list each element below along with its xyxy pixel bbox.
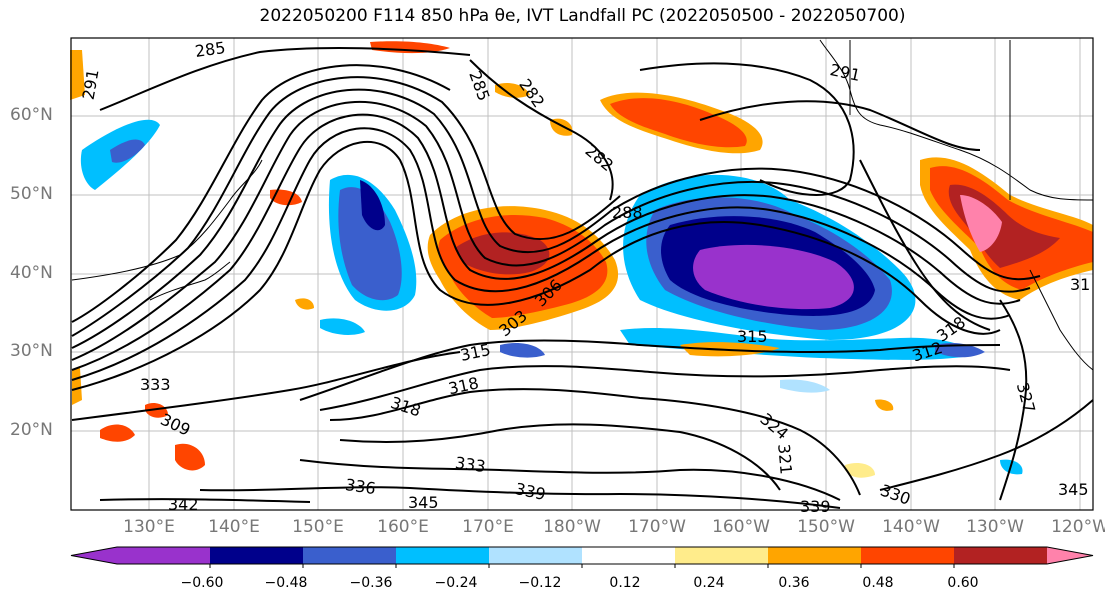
contour-label: 336 xyxy=(344,475,377,498)
colorbar-tick-label: 0.60 xyxy=(947,575,979,591)
contour-label: 333 xyxy=(454,453,487,476)
colorbar xyxy=(70,546,1094,568)
contour-label: 333 xyxy=(140,375,171,394)
map-frame xyxy=(70,37,1094,511)
colorbar-tick-label: 0.12 xyxy=(609,575,641,591)
colorbar-segment xyxy=(675,547,769,564)
positive-shading xyxy=(70,41,1093,478)
contour-label: 288 xyxy=(612,203,643,222)
contour-label: 315 xyxy=(737,327,768,346)
lat-label: 50°N xyxy=(10,184,53,204)
lon-label: 170°W xyxy=(628,517,686,537)
colorbar-tick-label: −0.36 xyxy=(349,575,393,591)
colorbar-segment xyxy=(117,547,211,564)
coastlines xyxy=(71,39,1094,371)
contour-label: 31 xyxy=(1070,275,1090,294)
contour-label: 285 xyxy=(194,38,227,61)
negative-shading xyxy=(80,119,1023,475)
colorbar-tick-label: −0.12 xyxy=(518,575,562,591)
lon-label: 150°E xyxy=(292,517,344,537)
colorbar-segment xyxy=(396,547,490,564)
colorbar-tick-label: −0.48 xyxy=(264,575,308,591)
contour-label: 345 xyxy=(408,493,439,512)
lon-label: 160°W xyxy=(712,517,770,537)
map-title: 2022050200 F114 850 hPa θe, IVT Landfall… xyxy=(259,6,906,26)
lon-label: 150°W xyxy=(797,517,855,537)
lat-label: 40°N xyxy=(10,263,53,283)
colorbar-extend-high xyxy=(1047,547,1093,564)
lon-label: 140°E xyxy=(208,517,260,537)
lon-label: 170°E xyxy=(462,517,514,537)
colorbar-segment xyxy=(954,547,1048,564)
lon-label: 160°E xyxy=(377,517,429,537)
contour-label: 321 xyxy=(774,443,796,475)
colorbar-tick-label: −0.24 xyxy=(434,575,478,591)
lon-label: 130°E xyxy=(123,517,175,537)
lon-label: 180°W xyxy=(543,517,601,537)
colorbar-outline xyxy=(70,546,1094,565)
colorbar-segment xyxy=(489,547,583,564)
colorbar-segment xyxy=(210,547,304,564)
colorbar-segment xyxy=(861,547,955,564)
colorbar-extend-low xyxy=(71,547,117,564)
colorbar-segment xyxy=(768,547,862,564)
colorbar-segment xyxy=(582,547,676,564)
colorbar-tick-label: −0.60 xyxy=(180,575,224,591)
theta-e-contours xyxy=(71,47,1094,509)
contour-label: 345 xyxy=(1058,480,1089,499)
contour-label: 342 xyxy=(168,495,199,514)
lon-label: 140°W xyxy=(882,517,940,537)
contour-label: 339 xyxy=(800,497,831,516)
lat-label: 20°N xyxy=(10,420,53,440)
colorbar-tick-label: 0.36 xyxy=(778,575,810,591)
lon-label: 120°W xyxy=(1051,517,1105,537)
lat-label: 30°N xyxy=(10,341,53,361)
lon-label: 130°W xyxy=(966,517,1024,537)
lat-label: 60°N xyxy=(10,105,53,125)
colorbar-segment xyxy=(303,547,397,564)
gridlines xyxy=(71,38,1093,510)
colorbar-tick-label: 0.48 xyxy=(862,575,894,591)
colorbar-tick-label: 0.24 xyxy=(693,575,725,591)
